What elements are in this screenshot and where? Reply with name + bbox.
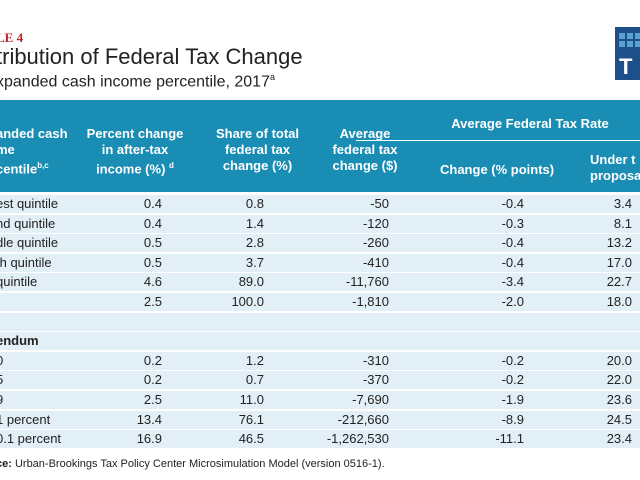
cell-col2: 76.1	[238, 412, 264, 427]
subtitle-text: xpanded cash income percentile, 2017	[0, 73, 270, 91]
cell-col3: -370	[362, 372, 389, 387]
table-row: 9 2.5 11.0 -7,690 -1.9 23.6	[0, 391, 640, 409]
cell-col1: 0.4	[143, 196, 162, 211]
cell-col2: 46.5	[238, 431, 264, 446]
cell-col3: -212,660	[337, 412, 389, 427]
row-label: 0	[0, 353, 3, 368]
table-row: quintile 4.6 89.0 -11,760 -3.4 22.7	[0, 273, 640, 291]
cell-col3: -310	[362, 353, 389, 368]
header-divider	[356, 140, 640, 141]
cell-col2: 11.0	[239, 392, 264, 407]
row-label: 0.1 percent	[0, 431, 62, 446]
cell-col3: -260	[362, 235, 389, 250]
cell-col5: 3.4	[613, 196, 632, 211]
cell-col1: 0.2	[143, 372, 162, 387]
cell-col5: 23.6	[606, 392, 632, 407]
cell-col3: -50	[370, 196, 389, 211]
row-label: est quintile	[0, 196, 59, 211]
cell-col5: 13.2	[606, 235, 632, 250]
cell-col4: -11.1	[495, 431, 524, 446]
cell-col1: 0.5	[143, 255, 162, 270]
table-label: LE 4	[0, 30, 24, 45]
cell-col4: -0.4	[501, 235, 524, 250]
table-row: nd quintile 0.4 1.4 -120 -0.3 8.1	[0, 215, 640, 233]
cell-col4: -0.2	[501, 372, 524, 387]
cell-col3: -410	[362, 255, 389, 270]
cell-col5: 22.0	[606, 372, 632, 387]
spacer-row	[0, 313, 640, 331]
addendum-header-row: endum	[0, 332, 640, 350]
table-row: th quintile 0.5 3.7 -410 -0.4 17.0	[0, 254, 640, 272]
cell-col3: -1,810	[352, 294, 389, 309]
cell-col4: -0.4	[501, 196, 524, 211]
cell-col1: 0.5	[143, 235, 162, 250]
cell-col4: -1.9	[501, 392, 524, 407]
row-label: 1 percent	[0, 412, 51, 427]
table-row: 1 percent 13.4 76.1 -212,660 -8.9 24.5	[0, 411, 640, 429]
cell-col5: 17.0	[606, 255, 632, 270]
cell-col4: -0.3	[501, 216, 524, 231]
cell-col2: 3.7	[245, 255, 264, 270]
cell-col3: -11,760	[345, 274, 389, 289]
cell-col4: -0.2	[501, 353, 524, 368]
header-col2: Share of total federal tax change (%)	[215, 126, 300, 173]
header-group-avg-rate: Average Federal Tax Rate	[451, 116, 609, 131]
table-row: 0.1 percent 16.9 46.5 -1,262,530 -11.1 23.4	[0, 430, 640, 448]
header-col1: Percent change in after-tax income (%) d	[86, 126, 184, 177]
cell-col1: 0.4	[143, 216, 162, 231]
cell-col1: 13.4	[136, 412, 162, 427]
cell-col5: 23.4	[606, 431, 632, 446]
cell-col3: -120	[362, 216, 389, 231]
header-col3: Average federal tax change ($)	[332, 126, 398, 173]
cell-col5: 8.1	[613, 216, 632, 231]
cell-col4: -8.9	[501, 412, 524, 427]
header-col0: anded cash me centileb,c	[0, 126, 68, 177]
cell-col1: 4.6	[143, 274, 162, 289]
row-label: dle quintile	[0, 235, 59, 250]
cell-col4: -2.0	[501, 294, 524, 309]
cell-col1: 0.2	[143, 353, 162, 368]
cell-col2: 1.4	[245, 216, 264, 231]
cell-col5: 24.5	[606, 412, 632, 427]
footnote-a: a	[269, 72, 275, 82]
row-label: 9	[0, 392, 3, 407]
addendum-label: endum	[0, 333, 39, 348]
cell-col2: 89.0	[238, 274, 264, 289]
tpc-logo: T	[615, 27, 640, 80]
row-label: 5	[0, 372, 3, 387]
table-row: 5 0.2 0.7 -370 -0.2 22.0	[0, 371, 640, 389]
cell-col2: 1.2	[245, 353, 264, 368]
table-title: tribution of Federal Tax Change	[0, 44, 303, 69]
header-col5: Under t proposal	[590, 152, 640, 183]
row-label: nd quintile	[0, 216, 56, 231]
cell-col2: 100.0	[231, 294, 264, 309]
cell-col5: 18.0	[606, 294, 632, 309]
cell-col3: -1,262,530	[326, 431, 389, 446]
cell-col4: -3.4	[501, 274, 524, 289]
table-row: 2.5 100.0 -1,810 -2.0 18.0	[0, 293, 640, 311]
cell-col2: 0.7	[245, 372, 264, 387]
cell-col3: -7,690	[352, 392, 389, 407]
cell-col4: -0.4	[501, 255, 524, 270]
table-header: anded cash me centileb,c Percent change in …	[0, 100, 640, 192]
row-label: th quintile	[0, 255, 52, 270]
logo-letter: T	[619, 54, 633, 79]
cell-col2: 0.8	[245, 196, 264, 211]
table-subtitle: xpanded cash income percentile, 2017a	[0, 72, 275, 91]
header-col4: Change (% points)	[440, 162, 555, 177]
cell-col2: 2.8	[245, 235, 264, 250]
table-row: est quintile 0.4 0.8 -50 -0.4 3.4	[0, 195, 640, 213]
row-label: quintile	[0, 274, 38, 289]
cell-col5: 20.0	[606, 353, 632, 368]
table-row: dle quintile 0.5 2.8 -260 -0.4 13.2	[0, 234, 640, 252]
cell-col1: 2.5	[143, 294, 162, 309]
cell-col1: 2.5	[143, 392, 162, 407]
cell-col1: 16.9	[136, 431, 162, 446]
cell-col5: 22.7	[606, 274, 632, 289]
table-row: 0 0.2 1.2 -310 -0.2 20.0	[0, 352, 640, 370]
source-note: ce: Urban-Brookings Tax Policy Center Mi…	[0, 458, 385, 470]
